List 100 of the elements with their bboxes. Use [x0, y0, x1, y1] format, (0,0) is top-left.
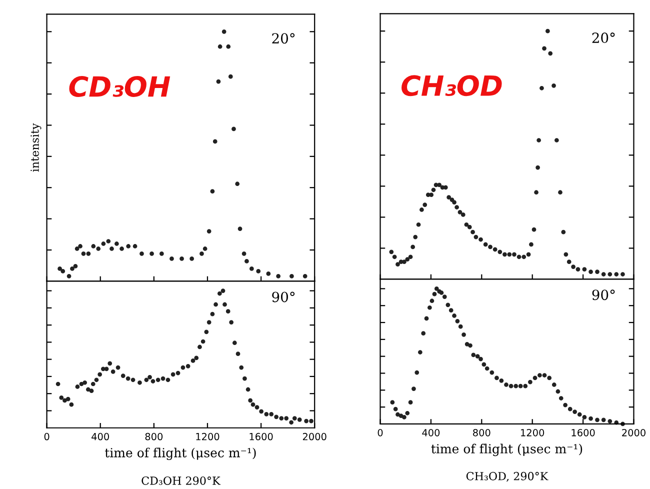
point [408, 400, 413, 405]
point [249, 266, 254, 271]
x-axis-title: time of flight (μsec m⁻¹) [431, 444, 582, 456]
point [66, 274, 72, 278]
point [210, 189, 215, 194]
point [478, 356, 483, 362]
point [424, 316, 429, 321]
x-tick-label: 1600 [250, 432, 273, 440]
point [434, 286, 439, 291]
annotation: CH₃OD [402, 75, 502, 96]
annotation: CD₃OH [69, 76, 170, 97]
annotation: 90° [592, 290, 615, 300]
point [427, 305, 432, 310]
point [547, 376, 552, 380]
point [475, 354, 480, 359]
point [256, 269, 261, 274]
x-tick-label: 800 [145, 432, 163, 440]
point [552, 382, 556, 387]
point [442, 294, 447, 299]
point [200, 252, 204, 256]
point [518, 384, 523, 388]
point [556, 389, 560, 394]
point [180, 256, 184, 261]
text: CD₃OH 290°K [142, 476, 220, 485]
point [608, 419, 612, 424]
x-tick-label: 400 [422, 428, 440, 436]
point [266, 272, 271, 276]
point [455, 318, 460, 324]
y-axis-title: intensity [30, 123, 42, 172]
point [432, 292, 437, 296]
point [160, 252, 164, 256]
point [78, 244, 82, 248]
point [398, 414, 404, 418]
point [58, 266, 62, 271]
point [414, 370, 420, 375]
point [418, 350, 422, 354]
point [452, 314, 456, 318]
point [218, 44, 222, 49]
point [538, 373, 542, 378]
x-tick-label: 1200 [521, 428, 544, 436]
x-tick-label: 400 [92, 432, 109, 440]
point [60, 269, 66, 274]
point [202, 246, 208, 251]
point [514, 384, 518, 388]
x-tick-label: 1600 [572, 428, 595, 436]
point [73, 264, 78, 268]
point [595, 418, 600, 422]
point [110, 246, 114, 251]
annotation: 20° [592, 32, 615, 44]
point [402, 415, 406, 420]
point [482, 362, 486, 367]
point [150, 252, 154, 256]
point [126, 244, 131, 248]
point [430, 298, 434, 304]
point [235, 182, 240, 186]
point [508, 384, 514, 388]
x-tick-label: 1200 [196, 432, 220, 440]
point [471, 352, 476, 358]
x-tick-label: 0 [378, 428, 383, 436]
point [405, 410, 410, 416]
point [588, 416, 593, 421]
point [276, 274, 280, 278]
point [70, 266, 74, 271]
point [91, 244, 96, 248]
point [542, 373, 547, 378]
point [120, 246, 124, 251]
point [490, 370, 494, 375]
point [582, 415, 587, 420]
point [206, 229, 212, 234]
point [601, 418, 606, 422]
point [448, 308, 454, 313]
point [563, 402, 568, 408]
point [421, 331, 426, 336]
x-tick-label: 2000 [622, 428, 646, 436]
point [572, 410, 577, 414]
point [81, 252, 86, 256]
point [528, 380, 532, 384]
point [484, 366, 490, 371]
point [242, 252, 246, 256]
point [228, 74, 233, 79]
point [577, 412, 582, 417]
x-tick-label: 800 [473, 428, 490, 436]
point [212, 139, 218, 144]
point [232, 126, 236, 132]
x-axis-title: time of flight (μsec m⁻¹) [104, 448, 256, 460]
point [568, 406, 572, 412]
point [132, 244, 138, 248]
point [462, 332, 466, 337]
point [106, 239, 111, 244]
point [523, 384, 528, 388]
x-tick-label: 2000 [302, 432, 326, 440]
annotation: 90° [272, 292, 295, 302]
annotation: 20° [272, 33, 295, 44]
point [140, 252, 144, 256]
point [96, 246, 101, 251]
point [216, 79, 221, 84]
point [464, 342, 470, 346]
point [504, 382, 508, 387]
point [226, 44, 231, 49]
point [439, 290, 444, 295]
